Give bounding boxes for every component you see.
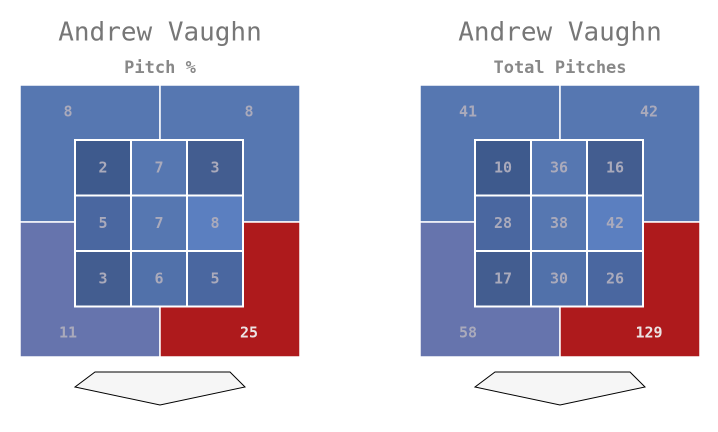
zone-value: 3 [98, 270, 107, 288]
home-plate [473, 371, 647, 406]
zone-cell [474, 194, 532, 252]
zone-value: 3 [210, 159, 219, 177]
outer-value: 42 [640, 103, 658, 121]
zone-cell [586, 194, 644, 252]
outer-value: 129 [635, 324, 662, 342]
outer-value: 8 [63, 103, 72, 121]
zone-value: 16 [606, 159, 624, 177]
zone-value: 8 [210, 214, 219, 232]
zone-value: 36 [550, 159, 568, 177]
zone-value: 28 [494, 214, 512, 232]
panel-subtitle: Pitch % [124, 58, 196, 78]
zone-cell [74, 194, 132, 252]
zone-cell [186, 194, 244, 252]
zone-value: 17 [494, 270, 512, 288]
zone-cell [586, 250, 644, 308]
zone-cell [586, 139, 644, 197]
panel-title: Andrew Vaughn [58, 18, 262, 48]
zone-cell [130, 250, 188, 308]
outer-value: 41 [459, 103, 477, 121]
home-plate [73, 371, 247, 406]
zone-cell [530, 139, 588, 197]
zone-value: 2 [98, 159, 107, 177]
zone-value: 38 [550, 214, 568, 232]
zone-value: 30 [550, 270, 568, 288]
zone-value: 10 [494, 159, 512, 177]
outer-value: 11 [59, 324, 77, 342]
zone-value: 42 [606, 214, 624, 232]
zone-cell [186, 250, 244, 308]
zone-value: 7 [154, 214, 163, 232]
zone-cell [130, 139, 188, 197]
outer-value: 25 [240, 324, 258, 342]
zone-value: 5 [210, 270, 219, 288]
zone-cell [530, 194, 588, 252]
zone-value: 5 [98, 214, 107, 232]
zone-value: 6 [154, 270, 163, 288]
zone-cell [530, 250, 588, 308]
panel-subtitle: Total Pitches [493, 58, 626, 78]
zone-value: 26 [606, 270, 624, 288]
outer-value: 58 [459, 324, 477, 342]
outer-value: 8 [244, 103, 253, 121]
zone-value: 7 [154, 159, 163, 177]
panel-title: Andrew Vaughn [458, 18, 662, 48]
